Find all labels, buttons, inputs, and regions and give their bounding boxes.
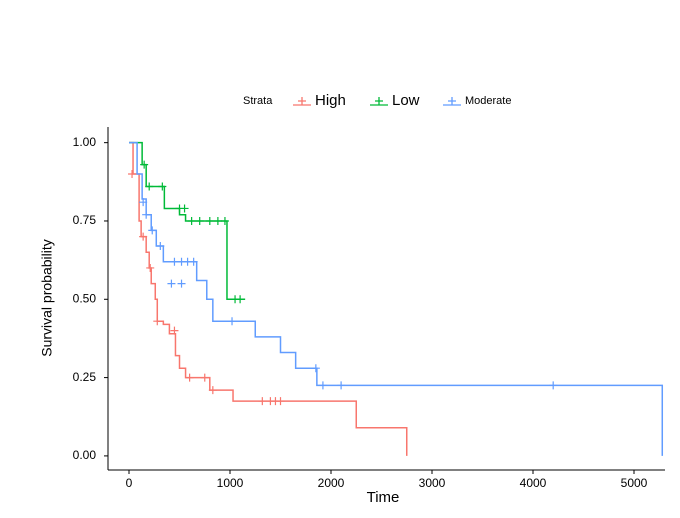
censor-mark [195,216,204,225]
censor-mark [139,198,148,207]
censor-mark [146,263,155,272]
survival-curve [129,141,664,456]
legend-key [293,97,311,106]
censor-mark [337,381,346,390]
censor-mark [140,160,149,169]
y-tick-label: 0.25 [73,370,97,384]
censor-mark [139,232,148,241]
x-tick-label: 0 [126,476,133,490]
x-axis-title: Time [367,489,400,506]
censor-mark [180,204,189,213]
censor-mark [185,373,194,382]
legend-key [443,97,461,106]
x-tick-label: 3000 [419,476,446,490]
censor-mark [549,381,558,390]
censor-mark [205,216,214,225]
y-axis-title: Survival probability [39,239,55,357]
legend-key [370,97,388,106]
censor-mark [145,182,154,191]
y-tick-label: 0.00 [73,448,97,462]
censor-mark [170,326,179,335]
censor-mark [311,364,320,373]
censor-mark [153,317,162,326]
censor-mark [189,257,198,266]
censor-mark [236,295,245,304]
censor-mark [200,373,209,382]
legend-title: Strata [243,95,273,107]
censor-mark [148,226,157,235]
censor-mark [208,386,217,395]
censor-mark [213,216,222,225]
y-tick-label: 0.50 [73,291,97,305]
censor-mark [170,257,179,266]
x-tick-label: 4000 [520,476,547,490]
censor-mark [156,242,165,251]
x-tick-label: 5000 [621,476,648,490]
censor-mark [187,216,196,225]
x-tick-label: 1000 [217,476,244,490]
legend-label: Moderate [465,95,511,107]
y-tick-label: 1.00 [73,135,97,149]
censor-mark [158,182,167,191]
y-tick-label: 0.75 [73,213,97,227]
censor-mark [167,279,176,288]
survival-curve [129,141,408,456]
censor-mark [220,216,229,225]
censor-mark [258,397,267,406]
x-tick-label: 2000 [318,476,345,490]
censor-mark [177,279,186,288]
legend-label: Low [392,92,420,109]
legend-label: High [315,92,346,109]
censor-mark [318,381,327,390]
censor-mark [276,397,285,406]
censor-mark [128,169,137,178]
censor-mark [228,317,237,326]
censor-mark [142,210,151,219]
